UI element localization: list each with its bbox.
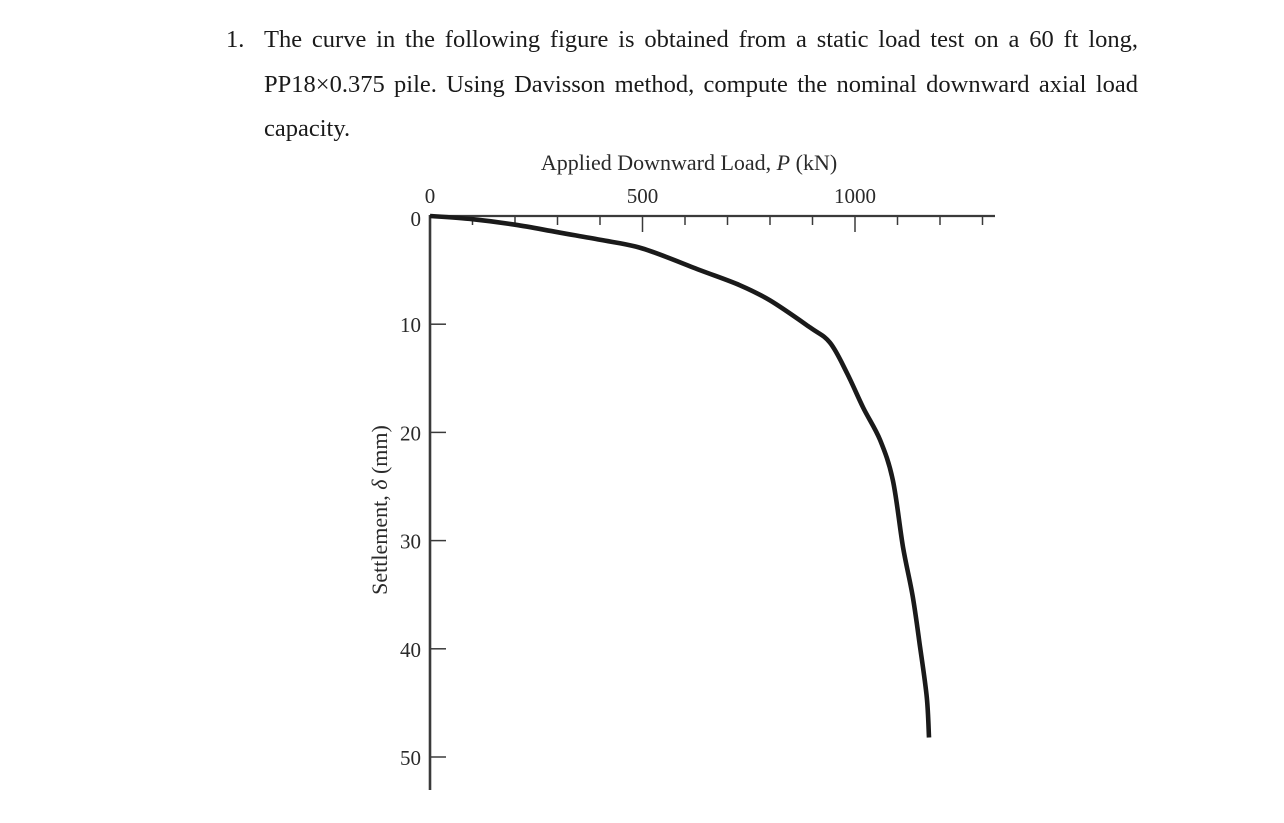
axes (428, 214, 995, 790)
question-number: 1. (226, 26, 245, 53)
axis-ticks (430, 216, 984, 758)
question-line-3: capacity. (264, 115, 351, 142)
y-tick-label: 30 (400, 530, 421, 554)
x-tick-label: 500 (627, 184, 659, 208)
x-tick-label: 1000 (834, 184, 876, 208)
axis-tick-labels: 0 500 1000 0 10 20 30 40 50 (400, 184, 876, 770)
y-tick-label: 50 (400, 746, 421, 770)
y-tick-label: 20 (400, 421, 421, 445)
y-tick-label: 10 (400, 313, 421, 337)
question-line-2: PP18×0.375 pile. Using Davisson method, … (264, 70, 1138, 98)
load-settlement-curve (429, 213, 932, 738)
y-axis-title: Settlement, δ (mm) (367, 425, 392, 595)
y-tick-label: 40 (400, 638, 421, 662)
question-body: The curve in the following figure is obt… (264, 18, 1138, 152)
x-tick-label: 0 (425, 184, 436, 208)
question-line-1: The curve in the following figure is obt… (264, 26, 1138, 53)
y-tick-label: 0 (411, 207, 422, 231)
x-axis-title: Applied Downward Load, P (kN) (541, 150, 837, 175)
data-series (429, 213, 932, 738)
question-text: 1. The curve in the following figure is … (226, 18, 1138, 152)
